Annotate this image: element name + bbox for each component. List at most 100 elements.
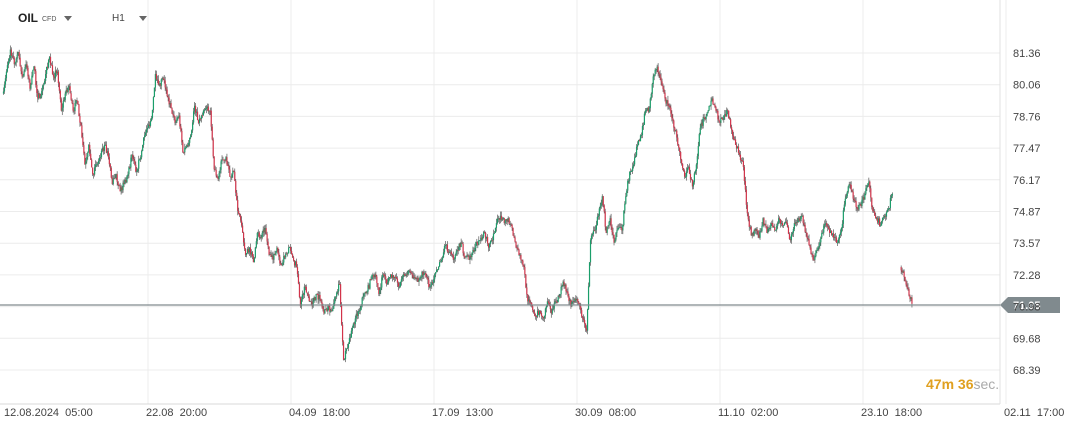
candle-down <box>29 79 31 89</box>
candle-up <box>762 218 764 226</box>
candle-up <box>770 223 772 228</box>
candle-up <box>294 261 297 266</box>
candle-up <box>333 303 335 309</box>
candle-up <box>466 255 468 257</box>
candle-up <box>413 276 415 279</box>
candle-down <box>525 274 527 288</box>
candle-countdown: 47m 36sec. <box>926 376 999 392</box>
candle-down <box>377 283 379 288</box>
candle-up <box>882 217 885 219</box>
candle-up <box>469 255 471 260</box>
candle-up <box>509 223 511 225</box>
candle-up <box>75 100 77 103</box>
candle-down <box>164 80 166 88</box>
candle-up <box>791 232 793 235</box>
candle-down <box>575 298 577 301</box>
candle-down <box>901 270 903 273</box>
candle-up <box>885 212 888 217</box>
candle-up <box>430 285 432 287</box>
candle-down <box>395 276 398 279</box>
candle-up <box>193 111 195 123</box>
candle-down <box>537 310 540 315</box>
candle-up <box>442 252 445 258</box>
candle-up <box>648 108 650 112</box>
candle-up <box>675 130 677 132</box>
candle-up <box>441 257 444 260</box>
candle-down <box>58 83 60 91</box>
candle-up <box>801 215 803 217</box>
candle-up <box>844 198 846 205</box>
candle-down <box>214 169 216 171</box>
candle-up <box>95 164 98 166</box>
candle-up <box>891 193 893 196</box>
candle-down <box>19 57 21 67</box>
candle-down <box>277 247 279 253</box>
candle-down <box>879 218 881 226</box>
candle-up <box>642 124 645 127</box>
candle-down <box>260 237 262 239</box>
candle-up <box>847 186 849 192</box>
candle-down <box>462 243 464 254</box>
candle-up <box>597 215 599 217</box>
symbol-selector[interactable]: OIL CFD <box>18 9 73 27</box>
candle-up <box>571 302 573 307</box>
candle-up <box>817 247 819 250</box>
candle-up <box>372 274 374 276</box>
candle-up <box>257 232 259 234</box>
candle-down <box>811 253 813 255</box>
candle-up <box>614 239 616 243</box>
candle-down <box>740 160 743 161</box>
candle-up <box>861 199 863 207</box>
candle-down <box>533 310 535 313</box>
candle-down <box>515 241 517 248</box>
candle-up <box>95 164 97 168</box>
candle-down <box>426 276 428 278</box>
candle-up <box>99 157 102 158</box>
candle-down <box>375 274 377 277</box>
candle-down <box>904 276 906 282</box>
candle-up <box>147 124 150 128</box>
candle-down <box>227 164 229 167</box>
candle-up <box>486 236 488 239</box>
candle-down <box>451 254 453 256</box>
candle-up <box>113 177 115 179</box>
candle-down <box>21 71 23 77</box>
candle-down <box>828 226 830 230</box>
candle-down <box>832 233 835 238</box>
candle-down <box>319 295 321 299</box>
candle-up <box>191 130 193 136</box>
candle-up <box>545 305 548 309</box>
candle-up <box>702 117 704 126</box>
candle-down <box>207 106 209 112</box>
candle-up <box>858 205 860 210</box>
candle-down <box>132 154 134 159</box>
candle-up <box>161 77 163 80</box>
candle-up <box>449 251 451 253</box>
timeframe-selector[interactable]: H1 <box>112 9 147 27</box>
candle-down <box>26 64 28 68</box>
candle-up <box>104 144 107 146</box>
candle-up <box>576 298 578 301</box>
candle-up <box>405 274 407 277</box>
candle-up <box>629 171 631 181</box>
candle-down <box>520 254 522 260</box>
candle-down <box>532 306 534 311</box>
candle-up <box>363 293 365 297</box>
candle-up <box>98 157 101 161</box>
candle-up <box>206 106 208 109</box>
candle-down <box>690 179 693 181</box>
candle-down <box>689 173 692 180</box>
candle-down <box>459 243 461 248</box>
candle-down <box>638 140 641 142</box>
candle-up <box>753 230 755 236</box>
candle-down <box>854 200 856 202</box>
candle-up <box>399 281 401 287</box>
candle-up <box>837 239 840 243</box>
candle-down <box>403 274 405 275</box>
candle-up <box>859 204 861 206</box>
candle-up <box>475 241 477 248</box>
candle-down <box>732 130 734 136</box>
candle-down <box>500 215 502 220</box>
candle-up <box>285 253 287 258</box>
